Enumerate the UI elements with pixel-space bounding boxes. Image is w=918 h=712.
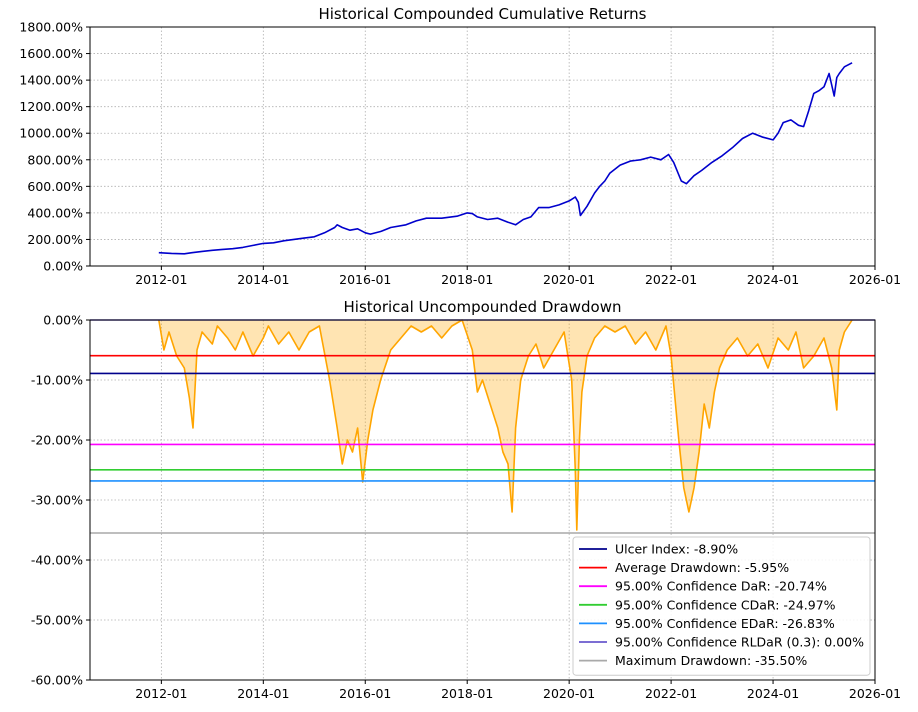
cumulative-returns-x-tick-label: 2024-01 xyxy=(747,272,799,287)
legend-entry-6: Maximum Drawdown: -35.50% xyxy=(615,653,807,668)
drawdown-x-tick-label: 2014-01 xyxy=(237,686,289,701)
drawdown-area xyxy=(158,320,853,530)
cumulative-returns-y-tick-label: 1600.00% xyxy=(19,46,83,61)
drawdown-x-tick-label: 2018-01 xyxy=(441,686,493,701)
legend-entry-0: Ulcer Index: -8.90% xyxy=(615,542,738,557)
drawdown-y-tick-label: -30.00% xyxy=(31,493,83,508)
legend-entry-2: 95.00% Confidence DaR: -20.74% xyxy=(615,579,827,594)
drawdown-x-tick-label: 2016-01 xyxy=(339,686,391,701)
cumulative-returns-y-tick-label: 1800.00% xyxy=(19,20,83,35)
cumulative-returns-x-tick-label: 2014-01 xyxy=(237,272,289,287)
cumulative-returns-y-tick-label: 1400.00% xyxy=(19,73,83,88)
cumulative-returns-x-tick-label: 2020-01 xyxy=(543,272,595,287)
cumulative-returns-series xyxy=(158,62,853,255)
legend-entry-3: 95.00% Confidence CDaR: -24.97% xyxy=(615,597,836,612)
legend-entry-5: 95.00% Confidence RLDaR (0.3): 0.00% xyxy=(615,635,864,650)
drawdown-y-tick-label: -10.00% xyxy=(31,373,83,388)
cumulative-returns-y-ticks: 0.00% 200.00% 400.00% 600.00% 800.00% 1000.00… xyxy=(19,20,90,274)
cumulative-returns-plot-area xyxy=(89,26,876,267)
cumulative-returns-y-tick-label: 200.00% xyxy=(27,232,83,247)
cumulative-returns-x-tick-label: 2018-01 xyxy=(441,272,493,287)
drawdown-line xyxy=(158,319,853,531)
drawdown-x-tick-label: 2026-01 xyxy=(849,686,901,701)
cumulative-returns-y-tick-label: 1000.00% xyxy=(19,126,83,141)
legend-entry-1: Average Drawdown: -5.95% xyxy=(615,560,789,575)
drawdown-x-tick-label: 2022-01 xyxy=(645,686,697,701)
drawdown-y-tick-label: 0.00% xyxy=(43,313,83,328)
cumulative-returns-x-tick-label: 2016-01 xyxy=(339,272,391,287)
drawdown-x-tick-label: 2020-01 xyxy=(543,686,595,701)
cumulative-returns-x-tick-label: 2026-01 xyxy=(849,272,901,287)
drawdown-y-tick-label: -20.00% xyxy=(31,433,83,448)
cumulative-returns-grid xyxy=(90,26,876,267)
legend-entry-4: 95.00% Confidence EDaR: -26.83% xyxy=(615,616,835,631)
cumulative-returns-y-tick-label: 800.00% xyxy=(27,152,83,167)
cumulative-returns-x-tick-label: 2012-01 xyxy=(135,272,187,287)
cumulative-returns-chart: Historical Compounded Cumulative Returns… xyxy=(19,5,901,287)
drawdown-title: Historical Uncompounded Drawdown xyxy=(344,298,622,316)
drawdown-x-ticks: 2012-01 2014-01 2016-01 2018-01 2020-01 2022-… xyxy=(135,680,901,701)
cumulative-returns-y-tick-label: 400.00% xyxy=(27,205,83,220)
cumulative-returns-title: Historical Compounded Cumulative Returns xyxy=(318,5,646,23)
cumulative-returns-y-tick-label: 0.00% xyxy=(43,259,83,274)
cumulative-returns-x-ticks: 2012-01 2014-01 2016-01 2018-01 2020-01 2022-… xyxy=(135,266,901,287)
cumulative-returns-x-tick-label: 2022-01 xyxy=(645,272,697,287)
cumulative-returns-y-tick-label: 600.00% xyxy=(27,179,83,194)
drawdown-y-tick-label: -60.00% xyxy=(31,673,83,688)
drawdown-x-tick-label: 2024-01 xyxy=(747,686,799,701)
drawdown-y-ticks: 0.00% -10.00% -20.00% -30.00% -40.00% -50.00%… xyxy=(31,313,90,688)
drawdown-y-tick-label: -40.00% xyxy=(31,553,83,568)
cumulative-returns-line xyxy=(158,62,853,255)
drawdown-y-tick-label: -50.00% xyxy=(31,613,83,628)
cumulative-returns-y-tick-label: 1200.00% xyxy=(19,99,83,114)
legend-box xyxy=(572,536,871,676)
drawdown-x-tick-label: 2012-01 xyxy=(135,686,187,701)
drawdown-chart: Historical Uncompounded Drawdown 0.00% -1… xyxy=(31,298,901,701)
drawdown-series xyxy=(158,319,853,531)
drawdown-legend: Ulcer Index: -8.90% Average Drawdown: -5.… xyxy=(572,536,871,676)
